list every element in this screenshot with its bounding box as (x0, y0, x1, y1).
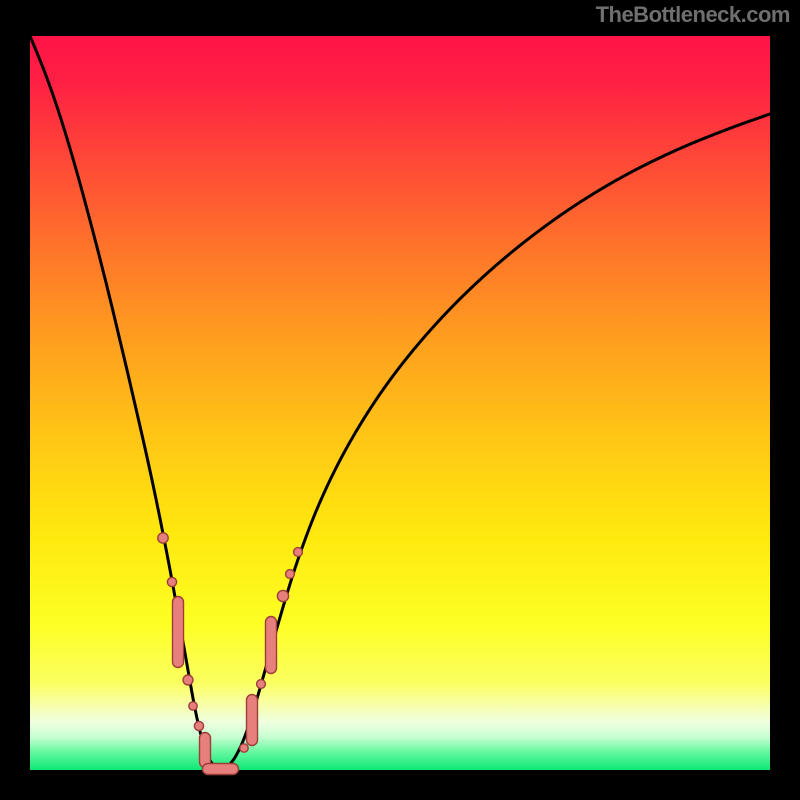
marker (183, 675, 193, 685)
marker (167, 577, 176, 586)
marker (194, 721, 203, 730)
marker (203, 764, 239, 775)
marker (200, 733, 211, 768)
marker (294, 548, 303, 557)
marker (173, 597, 184, 668)
marker (257, 680, 266, 689)
chart-stage: TheBottleneck.com (0, 0, 800, 800)
marker (240, 744, 248, 752)
marker (277, 590, 288, 601)
marker (158, 533, 168, 543)
bottleneck-chart (0, 0, 800, 800)
watermark-label: TheBottleneck.com (596, 2, 790, 28)
plot-background (30, 36, 770, 770)
marker (266, 617, 277, 674)
marker (247, 695, 258, 746)
marker (286, 570, 295, 579)
marker (189, 702, 197, 710)
